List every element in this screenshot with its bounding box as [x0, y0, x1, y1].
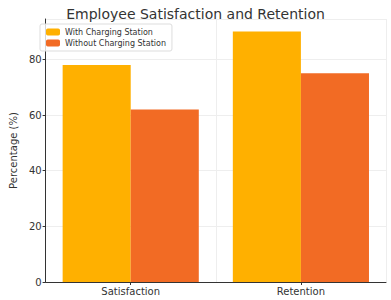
svg-text:Satisfaction: Satisfaction — [101, 286, 160, 297]
svg-text:Without Charging Station: Without Charging Station — [65, 39, 166, 48]
svg-text:Percentage (%): Percentage (%) — [8, 112, 19, 189]
svg-text:Retention: Retention — [277, 286, 325, 297]
svg-text:Employee Satisfaction and Rete: Employee Satisfaction and Retention — [66, 6, 325, 22]
svg-text:0: 0 — [35, 277, 41, 288]
svg-text:60: 60 — [29, 110, 42, 121]
svg-text:20: 20 — [29, 221, 42, 232]
svg-text:80: 80 — [29, 54, 42, 65]
svg-text:40: 40 — [29, 165, 42, 176]
svg-text:With Charging Station: With Charging Station — [65, 28, 153, 37]
